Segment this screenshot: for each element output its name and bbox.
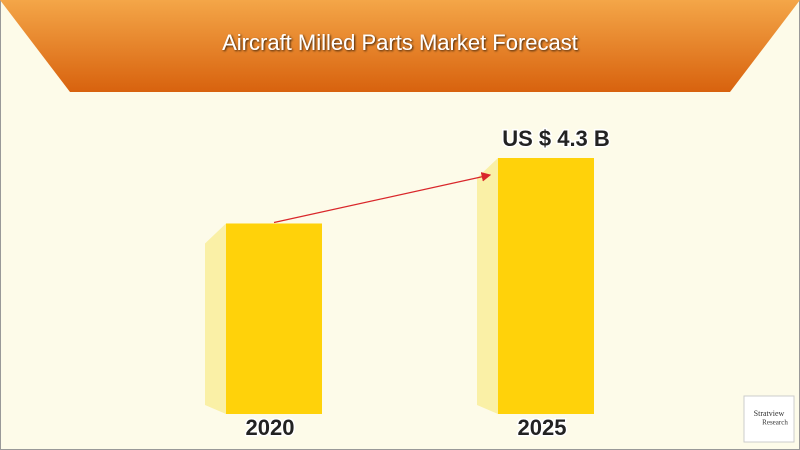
x-tick-label: 2020 [246, 415, 295, 440]
bar-side [477, 158, 498, 414]
value-label: US $ 4.3 B [502, 126, 610, 151]
x-tick-label: 2025 [518, 415, 567, 440]
chart-title: Aircraft Milled Parts Market Forecast [222, 30, 578, 55]
header-banner [0, 0, 800, 92]
trend-arrow [273, 172, 492, 224]
bar-side [205, 223, 226, 414]
logo: Stratview Research [743, 395, 795, 443]
bar [226, 223, 322, 414]
logo-sub: Research [762, 419, 788, 427]
bar [498, 158, 594, 414]
logo-name: Stratview [754, 409, 785, 418]
logo-box [743, 395, 795, 443]
